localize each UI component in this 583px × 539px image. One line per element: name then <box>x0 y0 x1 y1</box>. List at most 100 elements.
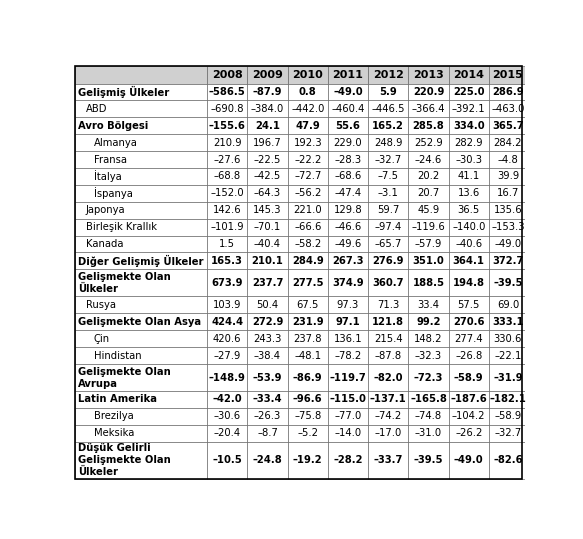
Bar <box>75 252 207 270</box>
Text: –187.6: –187.6 <box>451 395 487 404</box>
Text: 215.4: 215.4 <box>374 334 402 344</box>
Bar <box>328 441 368 479</box>
Text: –78.2: –78.2 <box>335 350 361 361</box>
Bar <box>287 441 328 479</box>
Text: 360.7: 360.7 <box>373 278 404 288</box>
Text: Meksika: Meksika <box>94 429 134 438</box>
Bar <box>489 185 527 202</box>
Text: –38.4: –38.4 <box>254 350 281 361</box>
Bar <box>368 84 408 100</box>
Bar <box>449 347 489 364</box>
Bar <box>408 313 449 330</box>
Text: ABD: ABD <box>86 104 107 114</box>
Bar <box>368 118 408 134</box>
Text: –10.5: –10.5 <box>212 455 242 465</box>
Text: 267.3: 267.3 <box>332 256 364 266</box>
Bar <box>328 330 368 347</box>
Bar <box>287 236 328 252</box>
Bar <box>489 270 527 296</box>
Bar <box>328 202 368 219</box>
Text: –49.0: –49.0 <box>494 239 521 249</box>
Text: Birleşik Krallık: Birleşik Krallık <box>86 222 157 232</box>
Text: 277.5: 277.5 <box>292 278 324 288</box>
Bar <box>287 391 328 408</box>
Text: –74.2: –74.2 <box>375 411 402 421</box>
Bar <box>449 118 489 134</box>
Bar <box>489 151 527 168</box>
Text: Hindistan: Hindistan <box>94 350 142 361</box>
Bar <box>328 219 368 236</box>
Bar <box>449 219 489 236</box>
Bar <box>449 425 489 441</box>
Bar <box>287 270 328 296</box>
Bar <box>489 168 527 185</box>
Bar <box>408 425 449 441</box>
Text: –155.6: –155.6 <box>209 121 245 131</box>
Text: 2015: 2015 <box>493 70 524 80</box>
Text: –104.2: –104.2 <box>452 411 486 421</box>
Text: Gelişmekte Olan Asya: Gelişmekte Olan Asya <box>78 317 201 327</box>
Text: 2012: 2012 <box>373 70 403 80</box>
Bar <box>75 134 207 151</box>
Text: –58.9: –58.9 <box>494 411 522 421</box>
Bar <box>449 185 489 202</box>
Bar <box>207 118 247 134</box>
Text: 97.3: 97.3 <box>337 300 359 310</box>
Text: 1.5: 1.5 <box>219 239 235 249</box>
Bar <box>75 100 207 118</box>
Text: 45.9: 45.9 <box>417 205 440 215</box>
Text: –463.0: –463.0 <box>491 104 525 114</box>
Bar <box>247 100 287 118</box>
Text: Japonya: Japonya <box>86 205 125 215</box>
Text: –14.0: –14.0 <box>335 429 361 438</box>
Bar <box>489 219 527 236</box>
Bar <box>489 391 527 408</box>
Bar <box>368 252 408 270</box>
Bar <box>408 168 449 185</box>
Bar <box>328 84 368 100</box>
Bar <box>489 296 527 313</box>
Bar <box>408 441 449 479</box>
Bar <box>287 313 328 330</box>
Text: –26.3: –26.3 <box>254 411 281 421</box>
Text: 2014: 2014 <box>453 70 484 80</box>
Text: –26.2: –26.2 <box>455 429 483 438</box>
Text: 13.6: 13.6 <box>458 188 480 198</box>
Bar <box>247 391 287 408</box>
Text: 248.9: 248.9 <box>374 137 402 148</box>
Bar <box>75 118 207 134</box>
Bar <box>247 296 287 313</box>
Bar <box>449 296 489 313</box>
Bar <box>408 134 449 151</box>
Bar <box>247 185 287 202</box>
Bar <box>489 425 527 441</box>
Text: 673.9: 673.9 <box>212 278 243 288</box>
Bar <box>247 219 287 236</box>
Text: 2011: 2011 <box>332 70 363 80</box>
Bar <box>489 408 527 425</box>
Bar <box>368 134 408 151</box>
Text: –31.9: –31.9 <box>493 372 523 383</box>
Text: –4.8: –4.8 <box>497 155 518 164</box>
Bar <box>287 425 328 441</box>
Text: –8.7: –8.7 <box>257 429 278 438</box>
Bar <box>449 100 489 118</box>
Bar <box>207 391 247 408</box>
Bar <box>75 168 207 185</box>
Bar <box>408 270 449 296</box>
Text: 252.9: 252.9 <box>414 137 443 148</box>
Bar <box>408 100 449 118</box>
Text: –58.9: –58.9 <box>454 372 483 383</box>
Bar <box>449 408 489 425</box>
Text: –49.0: –49.0 <box>454 455 483 465</box>
Text: 97.1: 97.1 <box>336 317 360 327</box>
Bar <box>368 151 408 168</box>
Bar <box>368 270 408 296</box>
Text: 270.6: 270.6 <box>453 317 484 327</box>
Bar <box>207 425 247 441</box>
Text: –460.4: –460.4 <box>331 104 365 114</box>
Bar <box>207 313 247 330</box>
Text: –152.0: –152.0 <box>210 188 244 198</box>
Bar <box>328 252 368 270</box>
Text: –26.8: –26.8 <box>455 350 482 361</box>
